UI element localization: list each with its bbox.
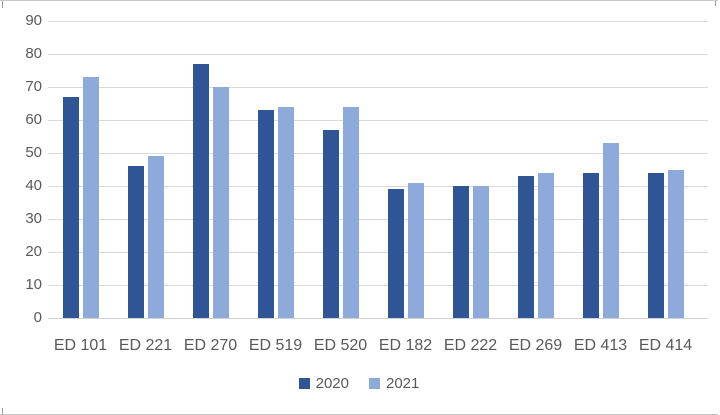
x-tick-label-ed-101: ED 101 xyxy=(53,337,108,354)
bar-group-ed-414 xyxy=(633,21,698,318)
legend-item-2020: 2020 xyxy=(298,375,349,392)
bar-2021-ed-182 xyxy=(407,182,424,318)
bar-2021-ed-101 xyxy=(82,77,99,318)
gridline-30 xyxy=(48,219,708,220)
bar-2020-ed-270 xyxy=(192,63,209,318)
legend-label-2020: 2020 xyxy=(315,375,349,392)
x-tick-label-ed-413: ED 413 xyxy=(573,337,628,354)
bar-2021-ed-414 xyxy=(667,169,684,318)
bar-2021-ed-222 xyxy=(472,186,489,318)
bar-2021-ed-413 xyxy=(602,143,619,318)
bar-2020-ed-222 xyxy=(452,186,469,318)
bar-group-ed-520 xyxy=(308,21,373,318)
bar-group-ed-519 xyxy=(243,21,308,318)
x-tick-label-ed-519: ED 519 xyxy=(248,337,303,354)
x-tick-label-ed-222: ED 222 xyxy=(443,337,498,354)
y-tick-label-30: 30 xyxy=(25,210,42,227)
y-tick-label-40: 40 xyxy=(25,177,42,194)
y-axis-labels: 0 10 20 30 40 50 60 70 80 90 xyxy=(0,12,42,326)
bar-2020-ed-182 xyxy=(387,189,404,318)
x-tick-label-ed-414: ED 414 xyxy=(638,337,693,354)
y-tick-label-10: 10 xyxy=(25,276,42,293)
legend-label-2021: 2021 xyxy=(386,375,420,392)
plot-area xyxy=(48,21,708,319)
bar-group-ed-221 xyxy=(113,21,178,318)
y-tick-label-50: 50 xyxy=(25,144,42,161)
x-tick-label-ed-221: ED 221 xyxy=(118,337,173,354)
gridline-70 xyxy=(48,87,708,88)
bar-2020-ed-414 xyxy=(647,172,664,318)
bar-2020-ed-269 xyxy=(517,176,534,318)
x-tick-label-ed-269: ED 269 xyxy=(508,337,563,354)
x-tick-label-ed-520: ED 520 xyxy=(313,337,368,354)
bar-2020-ed-519 xyxy=(257,110,274,318)
x-tick-label-ed-182: ED 182 xyxy=(378,337,433,354)
bar-2020-ed-221 xyxy=(127,166,144,318)
legend-swatch-2021 xyxy=(369,378,380,389)
bar-2020-ed-520 xyxy=(322,129,339,318)
bar-group-ed-413 xyxy=(568,21,633,318)
gridline-90 xyxy=(48,21,708,22)
gridline-60 xyxy=(48,120,708,121)
bar-group-ed-101 xyxy=(48,21,113,318)
y-tick-label-0: 0 xyxy=(33,309,42,326)
bar-group-ed-182 xyxy=(373,21,438,318)
bar-2020-ed-101 xyxy=(62,96,79,318)
legend: 2020 2021 xyxy=(0,375,718,392)
bar-group-ed-222 xyxy=(438,21,503,318)
gridline-20 xyxy=(48,252,708,253)
y-tick-label-90: 90 xyxy=(25,12,42,29)
border-tick-top-right xyxy=(715,1,716,6)
legend-item-2021: 2021 xyxy=(369,375,419,392)
bar-2021-ed-221 xyxy=(147,156,164,318)
y-tick-label-80: 80 xyxy=(25,45,42,62)
bar-groups xyxy=(48,21,698,318)
gridline-0 xyxy=(48,318,708,319)
y-tick-label-60: 60 xyxy=(25,111,42,128)
gridline-10 xyxy=(48,285,708,286)
bar-group-ed-269 xyxy=(503,21,568,318)
border-tick-top-left xyxy=(2,1,3,8)
bar-2021-ed-519 xyxy=(277,106,294,318)
bar-2020-ed-413 xyxy=(582,172,599,318)
gridline-40 xyxy=(48,186,708,187)
bar-2021-ed-269 xyxy=(537,172,554,318)
bar-group-ed-270 xyxy=(178,21,243,318)
border-tick-bottom-left xyxy=(2,408,3,414)
x-tick-label-ed-270: ED 270 xyxy=(183,337,238,354)
y-tick-label-20: 20 xyxy=(25,243,42,260)
gridline-50 xyxy=(48,153,708,154)
x-axis-labels: ED 101 ED 221 ED 270 ED 519 ED 520 ED 182 ED 2… xyxy=(48,337,698,355)
gridline-80 xyxy=(48,54,708,55)
legend-swatch-2020 xyxy=(298,378,310,389)
y-tick-label-70: 70 xyxy=(25,78,42,95)
bar-2021-ed-270 xyxy=(212,87,229,318)
bar-2021-ed-520 xyxy=(342,106,359,318)
